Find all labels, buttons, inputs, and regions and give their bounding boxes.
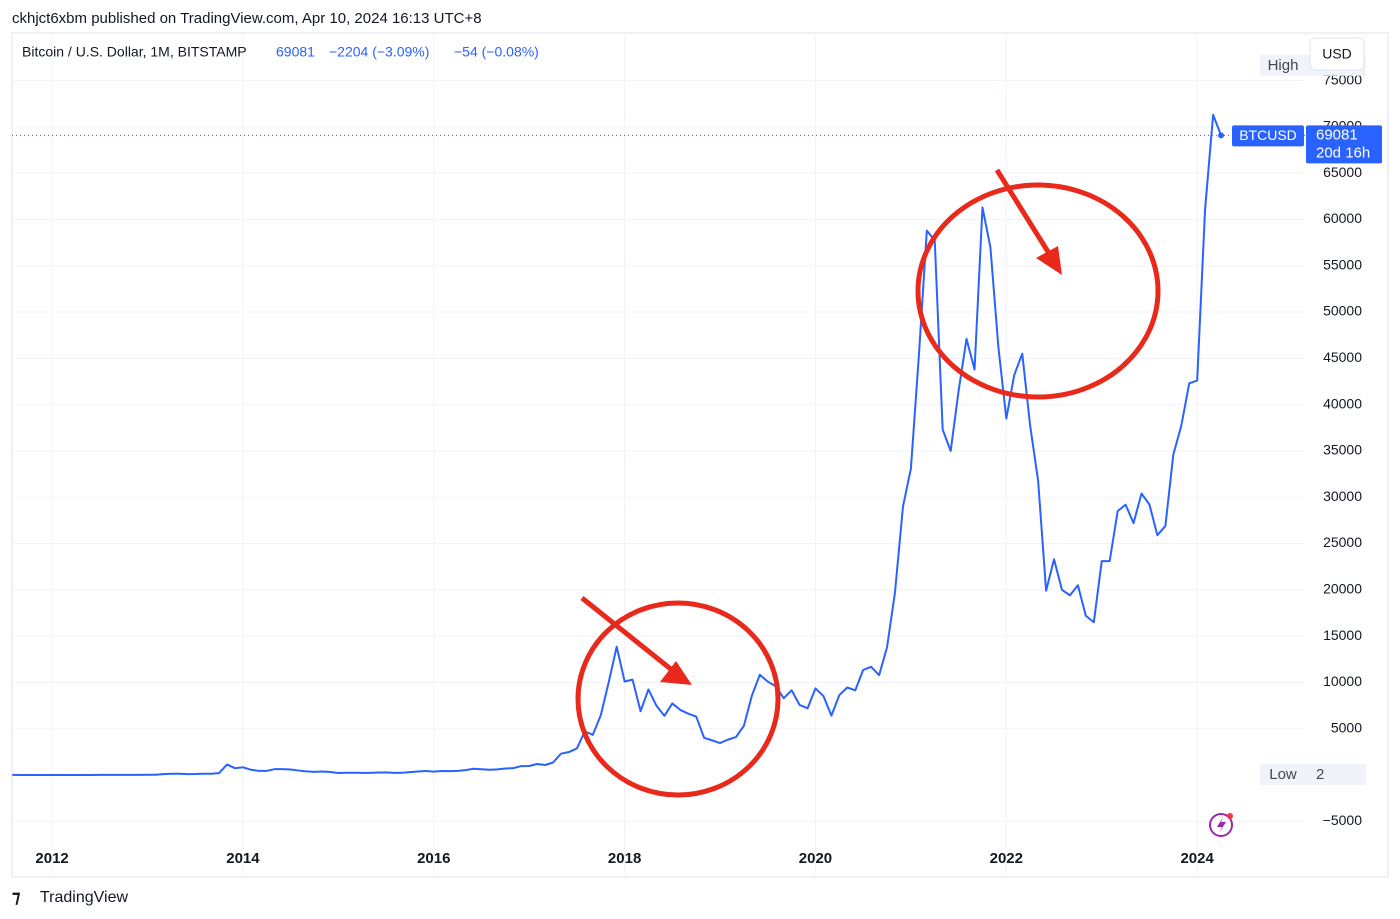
arrow-head [660,661,692,685]
y-tick-label: 50000 [1323,303,1362,319]
y-tick-label: 65000 [1323,164,1362,180]
arrow [580,596,674,672]
price-badge-value: 69081 [1316,126,1358,143]
alert-icon[interactable] [1209,813,1233,837]
high-badge [1260,54,1306,76]
low-value-badge [1306,763,1366,785]
y-tick-label: 55000 [1323,256,1362,272]
y-tick-label: −5000 [1323,812,1363,828]
change: −2204 (−3.09%) [329,44,429,60]
y-tick-label: 20000 [1323,581,1362,597]
symbol: Bitcoin / U.S. Dollar, 1M, BITSTAMP [22,44,247,60]
y-tick-label: 25000 [1323,534,1362,550]
high-label: High [1268,57,1299,74]
logo-mark: ⁊ [12,887,20,906]
alert-dot [1227,813,1233,819]
currency[interactable]: USD [1322,46,1352,62]
x-tick-label: 2018 [608,850,641,867]
x-tick-label: 2012 [35,850,68,867]
publisher: ckhjct6xbm published on TradingView.com,… [12,10,482,27]
y-tick-label: 45000 [1323,349,1362,365]
circle [575,600,781,798]
price-line [12,113,1222,776]
symbol-badge-label: BTCUSD [1239,127,1297,143]
annotations [575,168,1161,798]
y-tick-label: 10000 [1323,673,1362,689]
y-tick-label: 60000 [1323,210,1362,226]
brand: TradingView [40,889,128,906]
x-tick-label: 2014 [226,850,260,867]
x-tick-label: 2020 [799,850,832,867]
countdown: 20d 16h [1316,144,1370,161]
circle [915,182,1161,400]
y-tick-label: 35000 [1323,442,1362,458]
x-tick-label: 2022 [990,850,1023,867]
x-tick-label: 2016 [417,850,450,867]
symbol-badge [1232,125,1304,147]
low-badge [1260,763,1306,785]
y-tick-label: 40000 [1323,395,1362,411]
currency-button[interactable] [1309,37,1365,71]
arrow-head [1036,246,1062,275]
x-tick-label: 2024 [1180,850,1214,867]
last-price: 69081 [276,44,315,60]
plot [12,113,1222,776]
change-intraday: −54 (−0.08%) [454,44,539,60]
alert-icon-bolt [1217,817,1226,833]
chart-frame [11,32,1389,878]
y-tick-label: 30000 [1323,488,1362,504]
price-badge [1306,125,1382,164]
arrow [994,168,1053,257]
low-value: 2 [1316,766,1324,783]
last-point [1218,132,1225,139]
grid: −5000 5000 10000 15000 20000 25000 30000 35000 4… [12,33,1362,875]
low-label: Low [1269,766,1297,783]
y-tick-label: 5000 [1331,719,1362,735]
y-tick-label: 15000 [1323,627,1362,643]
